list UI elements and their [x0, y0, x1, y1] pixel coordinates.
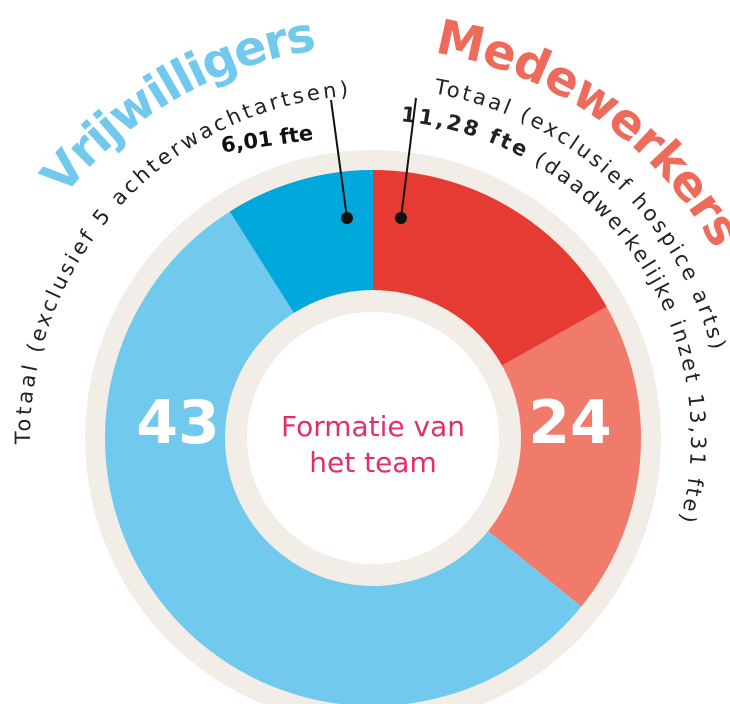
value-label: 43	[136, 388, 220, 458]
center-label: het team	[309, 446, 437, 479]
leader-dot	[395, 212, 407, 224]
inner-hole	[247, 312, 499, 564]
leader-line	[330, 99, 348, 219]
center-label: Formatie van	[281, 410, 465, 443]
leader-line	[400, 97, 417, 219]
detail-label: 11,28 fte	[400, 102, 531, 162]
value-label: 24	[528, 388, 612, 458]
leader-dot	[341, 212, 353, 224]
